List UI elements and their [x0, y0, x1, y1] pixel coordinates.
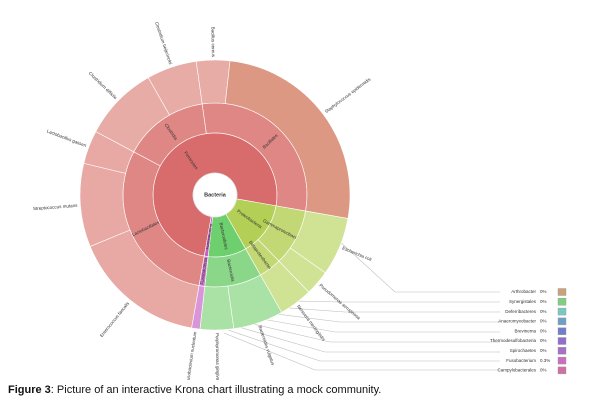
caption-label: Figure 3 — [8, 384, 51, 396]
segment-label: Clostridium difficile — [88, 71, 119, 101]
legend-swatch — [557, 366, 567, 375]
chart: Proteobacteria GammaproteobacteriaEscheri… — [33, 21, 567, 385]
segment-label: Bacillus cereus — [210, 27, 215, 58]
segment-label: Escherichia coli — [342, 245, 373, 262]
segment-label: Fusobacteriia — [199, 257, 208, 285]
legend-value: 0% — [540, 338, 547, 343]
legend-swatch — [557, 298, 567, 306]
legend-name: Anaeromyxobacter — [498, 319, 536, 324]
legend-name: Arthrobacter — [511, 289, 536, 294]
segment-label: Lactobacillus gasseri — [46, 129, 87, 149]
legend-name: Brevinema — [514, 328, 536, 333]
segment-label: Bacteroides vulgatus — [257, 325, 275, 367]
segment-label: Staphylococcus epidermidis — [324, 76, 372, 114]
legend-value: 0% — [540, 348, 547, 353]
segment-label: Streptococcus mutans — [33, 203, 79, 211]
segment-label: Porphyromonas gingivalis — [215, 333, 221, 380]
segment — [224, 60, 351, 219]
segment-label: Fusobacteria — [204, 223, 213, 250]
legend-value: 0% — [540, 289, 547, 294]
leader-line — [337, 239, 500, 293]
legend-value: 0% — [540, 328, 547, 333]
legend-name: Thermodesulfobacteria — [490, 338, 537, 343]
legend-name: Synergistales — [509, 299, 537, 304]
legend-name: Deferribacteres — [505, 309, 537, 314]
legend-swatch — [557, 307, 567, 316]
leader-line — [231, 324, 500, 353]
legend-swatch — [557, 288, 567, 296]
leader-line — [227, 329, 500, 362]
segment — [199, 285, 235, 331]
leader-line — [239, 314, 500, 333]
legend-value: 0% — [540, 299, 547, 304]
legend-swatch — [557, 337, 567, 345]
segment-label: Bacteroidia — [226, 259, 236, 283]
leader-line — [235, 319, 500, 343]
caption: Figure 3: Picture of an interactive Kron… — [8, 384, 381, 396]
segment-label: Bacteroidetes — [219, 222, 230, 251]
segment — [195, 59, 231, 105]
segment-label: Enterococcus faecalis — [99, 300, 131, 338]
center-label: Bacteria — [204, 192, 227, 198]
legend-value: 0% — [540, 368, 547, 373]
legend-name: Spirochaetes — [510, 348, 537, 353]
legend-swatch — [557, 347, 567, 355]
legend-swatch — [557, 327, 567, 335]
segment-label: Fusobacterium nucleatum — [185, 331, 197, 380]
leader-line — [223, 332, 500, 371]
legend-swatch — [557, 356, 567, 365]
legend-swatch — [557, 317, 567, 326]
legend-name: Fusobacterium — [506, 358, 536, 363]
legend-value: 0% — [540, 319, 547, 324]
caption-text: : Picture of an interactive Krona chart … — [50, 384, 382, 396]
legend-value: 0.3% — [540, 358, 550, 363]
center — [192, 172, 238, 218]
legend-value: 0% — [540, 309, 547, 314]
legend-name: Campylobacterales — [497, 368, 536, 373]
segment-label: Clostridium beijerinckii — [154, 21, 173, 65]
